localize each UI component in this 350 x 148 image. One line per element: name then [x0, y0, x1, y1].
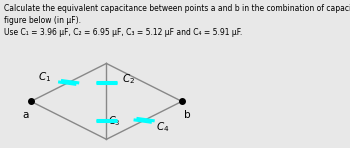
Text: Use C₁ = 3.96 μF, C₂ = 6.95 μF, C₃ = 5.12 μF and C₄ = 5.91 μF.: Use C₁ = 3.96 μF, C₂ = 6.95 μF, C₃ = 5.1…: [4, 28, 242, 37]
Text: $C_2$: $C_2$: [122, 72, 135, 86]
Text: $C_1$: $C_1$: [38, 70, 51, 84]
Text: Calculate the equivalent capacitance between points a and b in the combination o: Calculate the equivalent capacitance bet…: [4, 4, 350, 13]
Text: $C_4$: $C_4$: [156, 120, 170, 133]
Text: $C_3$: $C_3$: [108, 114, 121, 128]
Text: figure below (in μF).: figure below (in μF).: [4, 16, 80, 25]
Text: a: a: [23, 110, 29, 120]
Text: b: b: [184, 110, 190, 120]
